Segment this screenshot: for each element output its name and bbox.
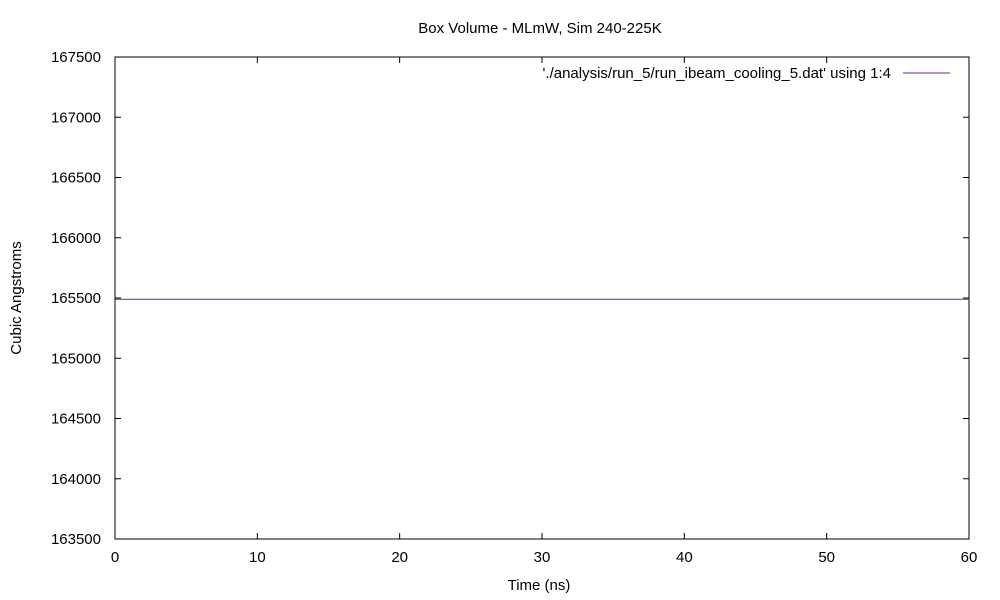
x-tick-label: 20 [391,549,408,566]
y-tick-label: 165500 [51,290,101,307]
y-tick-label: 164000 [51,471,101,488]
x-tick-label: 40 [676,549,693,566]
tick-marks [114,56,970,540]
x-tick-label: 60 [961,549,978,566]
x-tick-label: 0 [111,549,119,566]
x-tick-labels: 0 10 20 30 40 50 60 [111,549,978,566]
legend-entry-label: './analysis/run_5/run_ibeam_cooling_5.da… [543,65,891,82]
plot-frame [114,56,970,540]
plot-border [114,56,970,540]
y-tick-label: 164500 [51,411,101,428]
y-tick-label: 163500 [51,531,101,548]
y-tick-label: 165000 [51,350,101,367]
legend: './analysis/run_5/run_ibeam_cooling_5.da… [543,65,950,82]
y-tick-label: 166500 [51,170,101,187]
y-tick-label: 167000 [51,109,101,126]
y-tick-label: 166000 [51,230,101,247]
x-axis-label: Time (ns) [508,577,571,594]
y-tick-labels: 163500 164000 164500 165000 165500 166000 1665… [51,49,101,548]
y-axis-label: Cubic Angstroms [8,241,25,354]
y-tick-label: 167500 [51,49,101,66]
x-tick-label: 30 [534,549,551,566]
x-tick-label: 50 [818,549,835,566]
chart-title: Box Volume - MLmW, Sim 240-225K [418,20,661,37]
x-tick-label: 10 [249,549,266,566]
